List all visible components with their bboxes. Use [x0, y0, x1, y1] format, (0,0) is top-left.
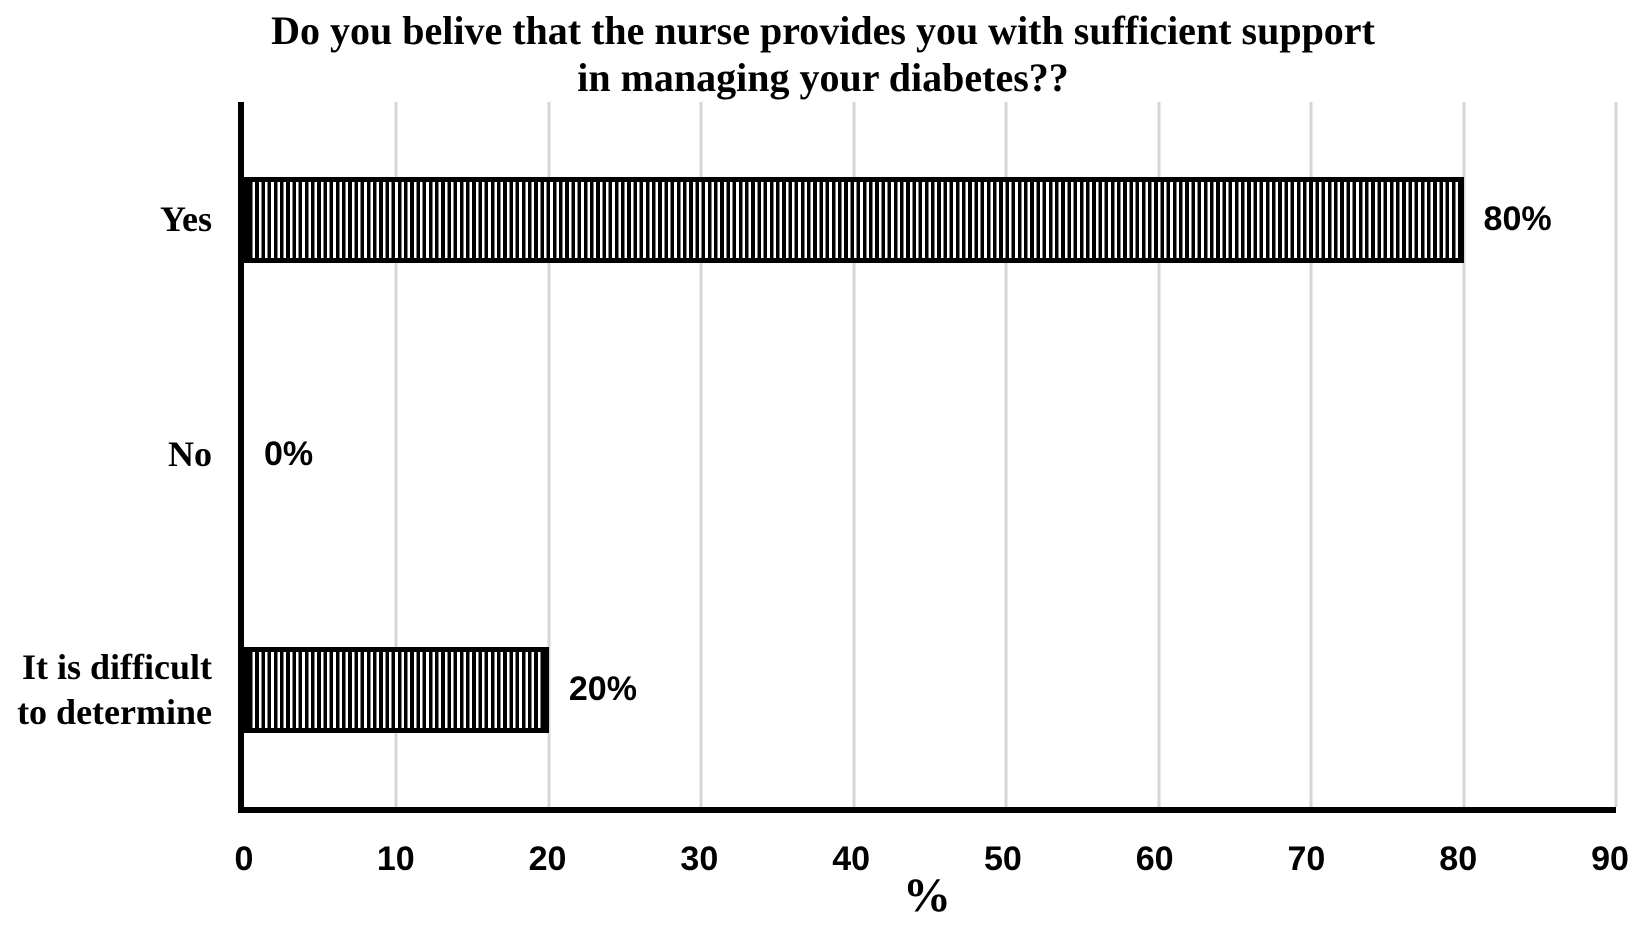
x-tick-label: 30 [680, 840, 719, 878]
gridline [1309, 102, 1313, 807]
x-tick-label: 60 [1135, 840, 1174, 878]
gridline [1004, 102, 1008, 807]
x-tick-label: 40 [832, 840, 871, 878]
bar-it-is-difficult-to-determine [244, 646, 549, 733]
chart-title-line2: in managing your diabetes?? [577, 54, 1069, 100]
plot-area: 80% 0% 20% [238, 102, 1618, 813]
gridline [1614, 102, 1618, 807]
x-tick-label: 0 [234, 840, 254, 878]
gridline [1462, 102, 1466, 807]
chart-title-line1: Do you belive that the nurse provides yo… [271, 8, 1375, 53]
x-tick-label: 20 [528, 840, 567, 878]
bar-row: 80% [244, 102, 1616, 337]
x-axis-title: % [903, 869, 951, 922]
value-label-no: 0% [264, 435, 314, 473]
value-label-yes: 80% [1483, 200, 1552, 238]
x-tick-label: 90 [1591, 840, 1629, 878]
gridline [1157, 102, 1161, 807]
gridline [547, 102, 551, 807]
chart-title: Do you belive that the nurse provides yo… [0, 8, 1646, 102]
x-tick-label: 10 [376, 840, 415, 878]
bar-row: 0% [244, 337, 1616, 572]
gridline [852, 102, 856, 807]
category-label-it-is-difficult-to-determine: It is difficult to determine [17, 646, 212, 732]
category-label-yes: Yes [160, 199, 212, 239]
category-axis-labels: Yes No It is difficult to determine [0, 102, 212, 807]
x-tick-label: 80 [1439, 840, 1478, 878]
gridline [394, 102, 398, 807]
gridline [699, 102, 703, 807]
bar-row: 20% [244, 572, 1616, 807]
category-label-no: No [168, 434, 212, 474]
value-label-it-is-difficult-to-determine: 20% [568, 670, 637, 708]
bar-yes [244, 176, 1464, 263]
x-axis-tick-labels: 0 10 20 30 40 50 60 70 80 90 [235, 840, 1629, 880]
x-tick-label: 50 [983, 840, 1022, 878]
x-tick-label: 70 [1287, 840, 1326, 878]
